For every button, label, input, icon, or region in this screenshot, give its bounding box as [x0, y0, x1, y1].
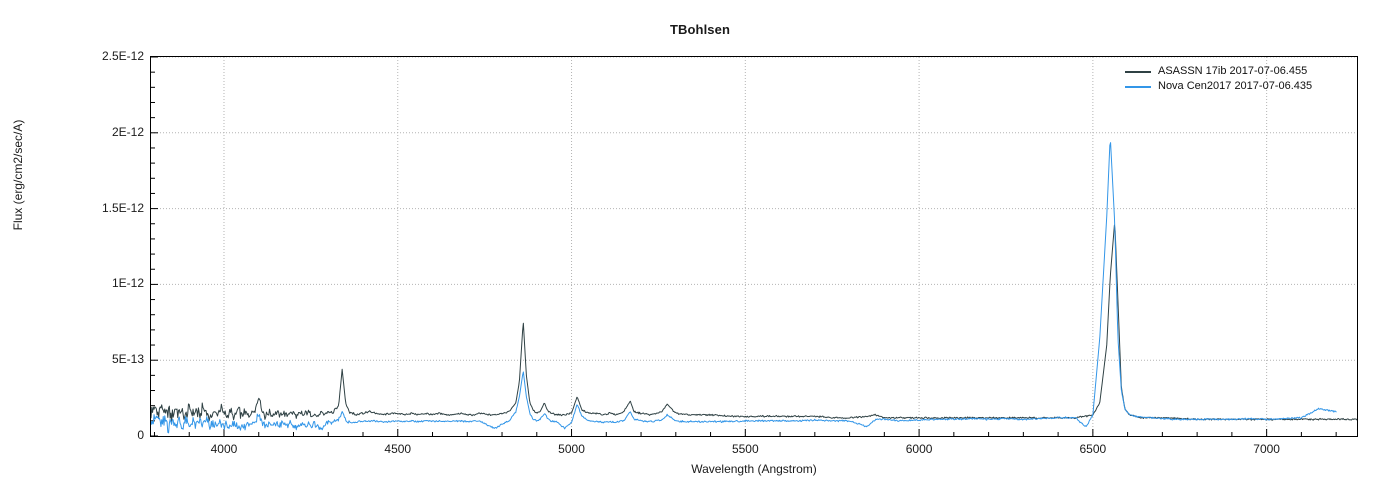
legend-color-swatch — [1125, 85, 1151, 88]
y-tick-label: 1.5E-12 — [101, 200, 144, 215]
x-tick-label: 4500 — [384, 442, 412, 456]
y-axis-label: Flux (erg/cm2/sec/A) — [11, 119, 25, 231]
plot-area — [150, 56, 1358, 437]
y-tick-label: 0 — [137, 428, 144, 442]
y-tick-label: 5E-13 — [111, 352, 144, 367]
x-tick-label: 5000 — [558, 442, 585, 456]
y-tick-label: 2.5E-12 — [101, 49, 144, 63]
legend: ASASSN 17ib 2017-07-06.455 Nova Cen2017 2… — [1125, 64, 1355, 94]
x-tick-label: 4000 — [210, 442, 238, 456]
series-layer — [151, 142, 1357, 434]
legend-label: ASASSN 17ib 2017-07-06.455 — [1158, 65, 1308, 77]
grid-layer — [151, 57, 1357, 436]
x-tick-label: 7000 — [1253, 442, 1280, 456]
x-tick-label: 6500 — [1079, 442, 1107, 456]
legend-item[interactable]: ASASSN 17ib 2017-07-06.455 — [1125, 64, 1355, 79]
legend-item[interactable]: Nova Cen2017 2017-07-06.435 — [1125, 79, 1355, 94]
page-title: TBohlsen — [669, 22, 731, 37]
x-tick-label: 5500 — [731, 442, 759, 456]
x-axis-label: Wavelength (Angstrom) — [691, 462, 817, 476]
legend-label: Nova Cen2017 2017-07-06.435 — [1158, 80, 1313, 92]
y-tick-label: 2E-12 — [111, 124, 144, 139]
x-tick-label: 6000 — [905, 442, 933, 456]
legend-color-swatch — [1125, 70, 1151, 73]
y-tick-label: 1E-12 — [111, 276, 144, 291]
